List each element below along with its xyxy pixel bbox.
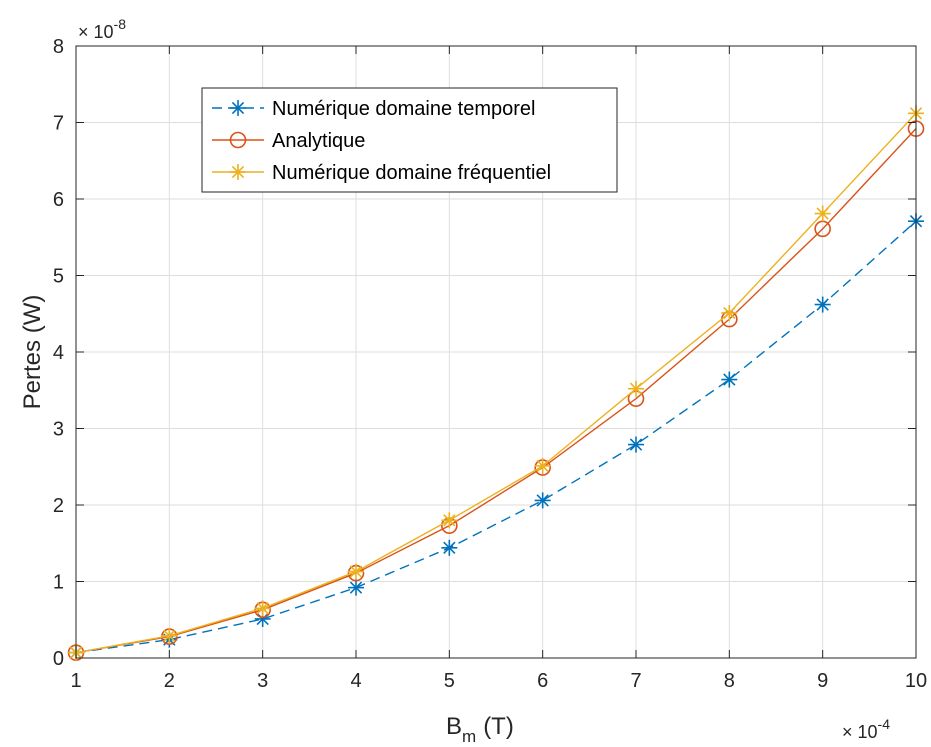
y-tick-label: 1 — [53, 572, 64, 594]
y-tick-label: 6 — [53, 189, 64, 211]
data-point — [254, 600, 271, 617]
y-tick-label: 4 — [53, 342, 64, 364]
legend-label: Analytique — [272, 130, 365, 152]
y-tick-label: 5 — [53, 266, 64, 288]
x-tick-label: 4 — [350, 670, 361, 692]
y-multiplier: × 10-8 — [78, 16, 126, 42]
x-tick-label: 9 — [817, 670, 828, 692]
y-tick-label: 8 — [53, 36, 64, 58]
legend-marker — [230, 164, 246, 180]
legend-label: Numérique domaine fréquentiel — [272, 162, 551, 184]
x-multiplier: × 10-4 — [842, 716, 890, 742]
x-tick-label: 7 — [630, 670, 641, 692]
legend-entry-1: Numérique domaine temporel — [212, 98, 535, 120]
x-tick-label: 3 — [257, 670, 268, 692]
x-tick-label: 2 — [164, 670, 175, 692]
y-multiplier-exponent: -8 — [114, 16, 127, 32]
data-point — [628, 436, 644, 453]
y-tick-label: 3 — [53, 419, 64, 441]
y-multiplier-base: × 10 — [78, 22, 114, 42]
data-point — [254, 610, 271, 627]
data-point — [721, 304, 738, 321]
x-multiplier-exponent: -4 — [878, 716, 891, 732]
x-axis-label-unit: (T) — [483, 713, 514, 740]
data-point — [441, 539, 458, 556]
x-axis-label: Bm (T) — [446, 713, 514, 746]
x-multiplier-base: × 10 — [842, 722, 878, 742]
data-point — [721, 371, 738, 388]
x-tick-label: 10 — [905, 670, 927, 692]
legend-entry-2: Analytique — [212, 130, 365, 152]
legend-marker — [229, 131, 247, 149]
data-point — [814, 296, 831, 313]
series-line — [75, 220, 917, 654]
y-tick-label: 0 — [53, 648, 64, 670]
legend: Numérique domaine temporel Analytique Numé… — [201, 87, 618, 193]
data-point — [348, 579, 364, 596]
legend-label: Numérique domaine temporel — [272, 98, 535, 120]
legend-entry-3: Numérique domaine fréquentiel — [212, 162, 551, 184]
legend-marker — [230, 100, 246, 116]
x-axis-label-subscript: m — [462, 727, 476, 746]
data-point — [161, 627, 178, 644]
data-point — [814, 205, 831, 222]
data-point — [628, 380, 644, 397]
x-tick-label: 6 — [537, 670, 548, 692]
x-axis-label-main: B — [446, 713, 462, 740]
y-tick-label: 7 — [53, 113, 64, 135]
x-tick-label: 1 — [70, 670, 81, 692]
y-tick-label: 2 — [53, 495, 64, 517]
data-point — [534, 457, 551, 474]
series-line — [75, 128, 917, 654]
y-axis-label: Pertes (W) — [19, 295, 46, 410]
legend-entries: Numérique domaine temporel Analytique Numé… — [212, 98, 551, 184]
series-line — [75, 112, 917, 654]
legend-box — [201, 87, 618, 193]
data-point — [534, 492, 551, 509]
data-point — [348, 563, 364, 580]
data-point — [441, 512, 458, 529]
x-tick-label: 8 — [724, 670, 735, 692]
series-3 — [68, 105, 924, 661]
x-tick-label: 5 — [444, 670, 455, 692]
